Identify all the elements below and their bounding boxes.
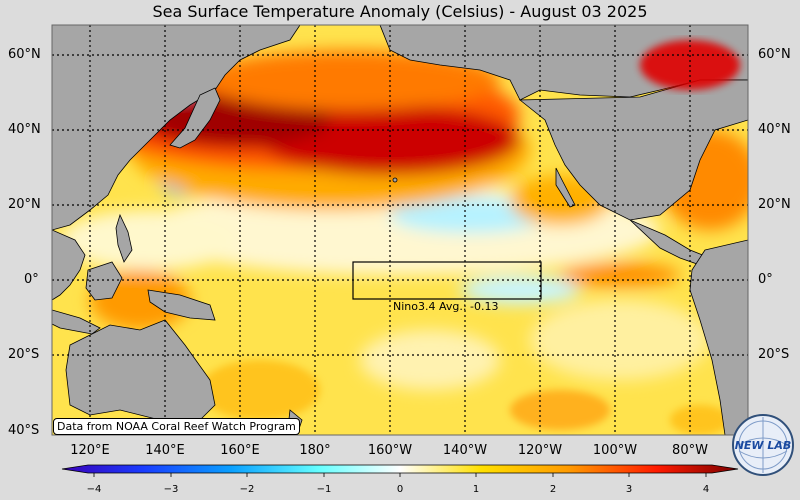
colorbar-tick: 4 (702, 484, 710, 495)
lon-label-180: 180° (299, 443, 331, 458)
colorbar-tick: −2 (239, 484, 255, 495)
lat-label-0-left: 0° (24, 272, 39, 287)
lon-label-120e: 120°E (70, 443, 110, 458)
data-credit-label: Data from NOAA Coral Reef Watch Program (53, 418, 300, 435)
lon-label-160e: 160°E (220, 443, 260, 458)
lon-label-120w: 120°W (517, 443, 563, 458)
lat-label-20n-left: 20°N (8, 197, 41, 212)
lat-label-40s-left: 40°S (8, 423, 40, 438)
colorbar-tick: 3 (625, 484, 633, 495)
nino34-box (352, 261, 542, 300)
lat-label-60n-right: 60°N (758, 47, 791, 62)
lat-label-60n-left: 60°N (8, 47, 41, 62)
colorbar-tick: −1 (316, 484, 332, 495)
lab-logo-icon: NEW LAB (732, 414, 794, 476)
lat-label-40n-right: 40°N (758, 122, 791, 137)
lat-label-20s-left: 20°S (8, 347, 40, 362)
land-masses (52, 25, 748, 435)
svg-text:NEW LAB: NEW LAB (735, 439, 792, 452)
colorbar-tick: 0 (396, 484, 404, 495)
anomaly-field (52, 25, 748, 435)
map-title: Sea Surface Temperature Anomaly (Celsius… (152, 2, 648, 21)
colorbar-tick: 1 (472, 484, 480, 495)
lon-label-160w: 160°W (367, 443, 413, 458)
lon-label-80w: 80°W (672, 443, 708, 458)
colorbar-tick: 2 (549, 484, 557, 495)
colorbar (61, 464, 739, 477)
lat-label-20s-right: 20°S (758, 347, 790, 362)
nino34-average-label: Nino3.4 Avg.: -0.13 (393, 300, 499, 313)
lon-label-140w: 140°W (442, 443, 488, 458)
lat-label-0-right: 0° (758, 272, 773, 287)
lon-label-140e: 140°E (145, 443, 185, 458)
grid-lines (52, 25, 748, 435)
lat-label-20n-right: 20°N (758, 197, 791, 212)
lat-label-40n-left: 40°N (8, 122, 41, 137)
colorbar-tick: −3 (163, 484, 179, 495)
colorbar-tick: −4 (86, 484, 102, 495)
lon-label-100w: 100°W (592, 443, 638, 458)
